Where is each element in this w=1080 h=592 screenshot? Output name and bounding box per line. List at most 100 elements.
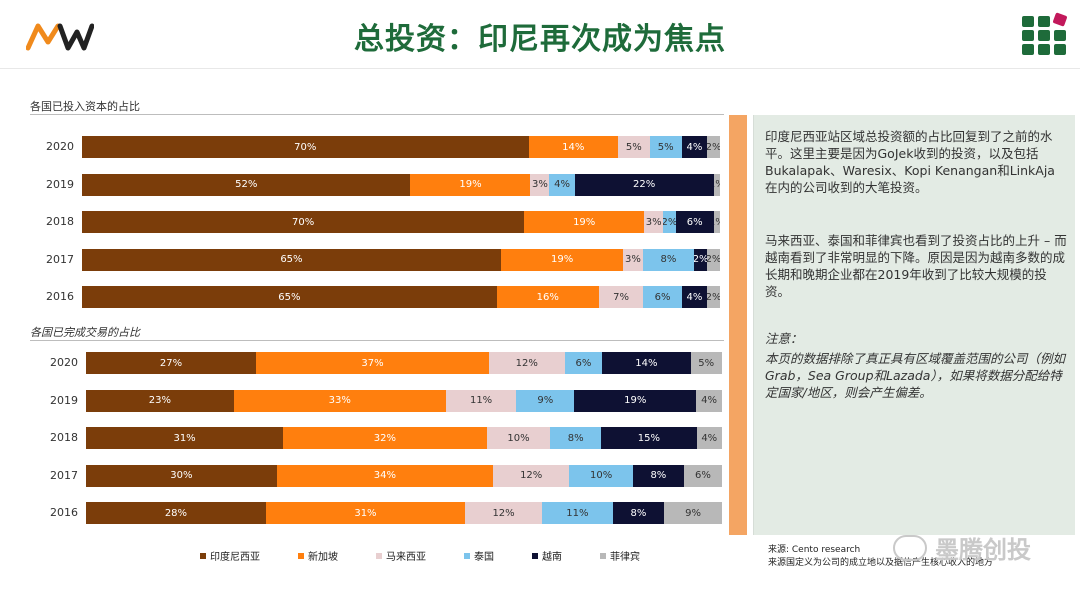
legend-label: 印度尼西亚 [210,552,260,563]
bar-segment: 15% [601,427,697,449]
stacked-bar: 27% 37% 12% 6% 14% 5% [86,352,722,374]
source-line-2: 来源国定义为公司的成立地以及据信产生核心收入的地方 [768,558,994,568]
bar-segment: 3% [623,248,643,271]
bar-segment: 19% [410,173,531,196]
bar-segment: 31% [86,427,284,449]
bar-segment: 6% [675,211,714,233]
chart1-title: 各国已投入资本的占比 [30,100,140,113]
bar-segment: 8% [550,427,602,449]
bar-segment: 19% [524,211,645,233]
chart2-rule [30,340,724,341]
bar-segment: 33% [233,389,446,412]
bar-segment: 70% [82,211,525,233]
legend-item: 越南 [532,548,562,563]
year-label: 2017 [50,468,78,482]
year-label: 2018 [46,215,74,228]
bar-segment: 37% [256,352,489,374]
bar-segment: 19% [574,389,697,412]
bar-segment: 22% [574,173,714,196]
bar-segment: 3% [644,211,664,233]
legend-label: 新加坡 [308,552,338,563]
stacked-bar: 28% 31% 12% 11% 8% 9% [86,502,722,524]
bar-segment: 8% [642,248,695,271]
legend-swatch [464,552,470,559]
bar-segment: 4% [681,286,708,308]
bar-segment: 5% [649,136,682,158]
bar-segment: 2% [707,136,720,158]
bar-segment: 5% [617,136,650,158]
stacked-bar: 31% 32% 10% 8% 15% 4% [86,427,722,449]
year-label: 2019 [50,393,78,407]
legend-swatch [600,552,606,559]
legend-item: 印度尼西亚 [200,548,260,563]
bar-segment: 12% [489,352,565,374]
header-divider [0,68,1080,69]
bar-segment: 8% [612,502,665,524]
bar-segment: 31% [265,502,466,524]
bar-segment: 30% [86,464,277,487]
year-label: 2019 [46,177,74,191]
year-label: 2018 [50,431,78,444]
bar-segment: 9% [664,502,722,524]
source-note: 来源: Cento research 来源国定义为公司的成立地以及据信产生核心收… [768,544,993,570]
chart1-rule [30,114,724,115]
bar-segment: 1% [713,173,720,196]
watermark-text: 墨腾创投 [935,536,1031,564]
page-title: 总投资：印尼再次成为焦点 [354,22,726,57]
bar-segment: 4% [549,173,575,196]
year-label: 2017 [46,252,74,266]
bar-segment: 32% [283,427,487,449]
stacked-bar: 65%19%3%8%2%2% [82,248,720,271]
stacked-bar: 30% 34% 12% 10% 8% 6% [86,464,722,487]
year-label: 2016 [46,290,74,303]
grid-logo-icon [1022,12,1068,56]
bar-segment: 12% [465,502,543,524]
stacked-bar: 70%14%5%5%4%2% [82,136,720,158]
bar-segment: 11% [445,389,517,412]
legend-swatch [376,552,382,559]
legend-label: 泰国 [474,552,494,563]
legend-item: 菲律宾 [600,548,640,563]
bar-segment: 23% [86,389,234,412]
year-label: 2016 [50,506,78,519]
bar-segment: 16% [496,286,599,308]
legend-item: 泰国 [464,548,494,563]
bar-segment: 2% [694,248,708,271]
bar-segment: 14% [602,352,691,374]
bar-segment: 6% [643,286,682,308]
chart-legend: 印度尼西亚 新加坡 马来西亚 泰国 越南 菲律宾 [200,548,678,563]
bar-segment: 28% [86,502,266,524]
mw-logo [26,23,94,51]
bar-segment: 2% [707,248,720,271]
bar-segment: 10% [569,464,633,487]
bar-segment: 6% [564,352,603,374]
bar-segment: 65% [82,248,501,271]
source-line-1: 来源: Cento research [768,545,861,555]
bar-segment: 14% [528,136,618,158]
accent-strip [729,115,747,535]
bar-segment: 9% [516,389,575,412]
legend-swatch [298,552,304,559]
bar-segment: 7% [598,286,644,308]
year-label: 2020 [50,356,78,369]
bar-segment: 11% [542,502,613,524]
chart2-title: 各国已完成交易的占比 [30,326,140,339]
bar-segment: 27% [86,352,257,374]
legend-item: 新加坡 [298,548,338,563]
bar-segment: 2% [663,211,676,233]
legend-swatch [532,552,538,559]
bar-segment: 2% [707,286,720,308]
bar-segment: 8% [632,464,684,487]
bar-segment: 6% [683,464,722,487]
bar-segment: 52% [82,173,411,196]
bar-segment: 4% [696,389,722,412]
watermark: 墨腾创投 [893,530,1031,565]
bar-segment: 65% [82,286,497,308]
note-text: 本页的数据排除了真正具有区域覆盖范围的公司（例如Grab，Sea Group和L… [765,351,1066,400]
bar-segment: 3% [530,173,550,196]
bar-segment: 12% [493,464,570,487]
bar-segment: 34% [276,464,494,487]
commentary-panel [753,115,1075,535]
bar-segment: 4% [696,427,722,449]
legend-label: 马来西亚 [386,552,426,563]
